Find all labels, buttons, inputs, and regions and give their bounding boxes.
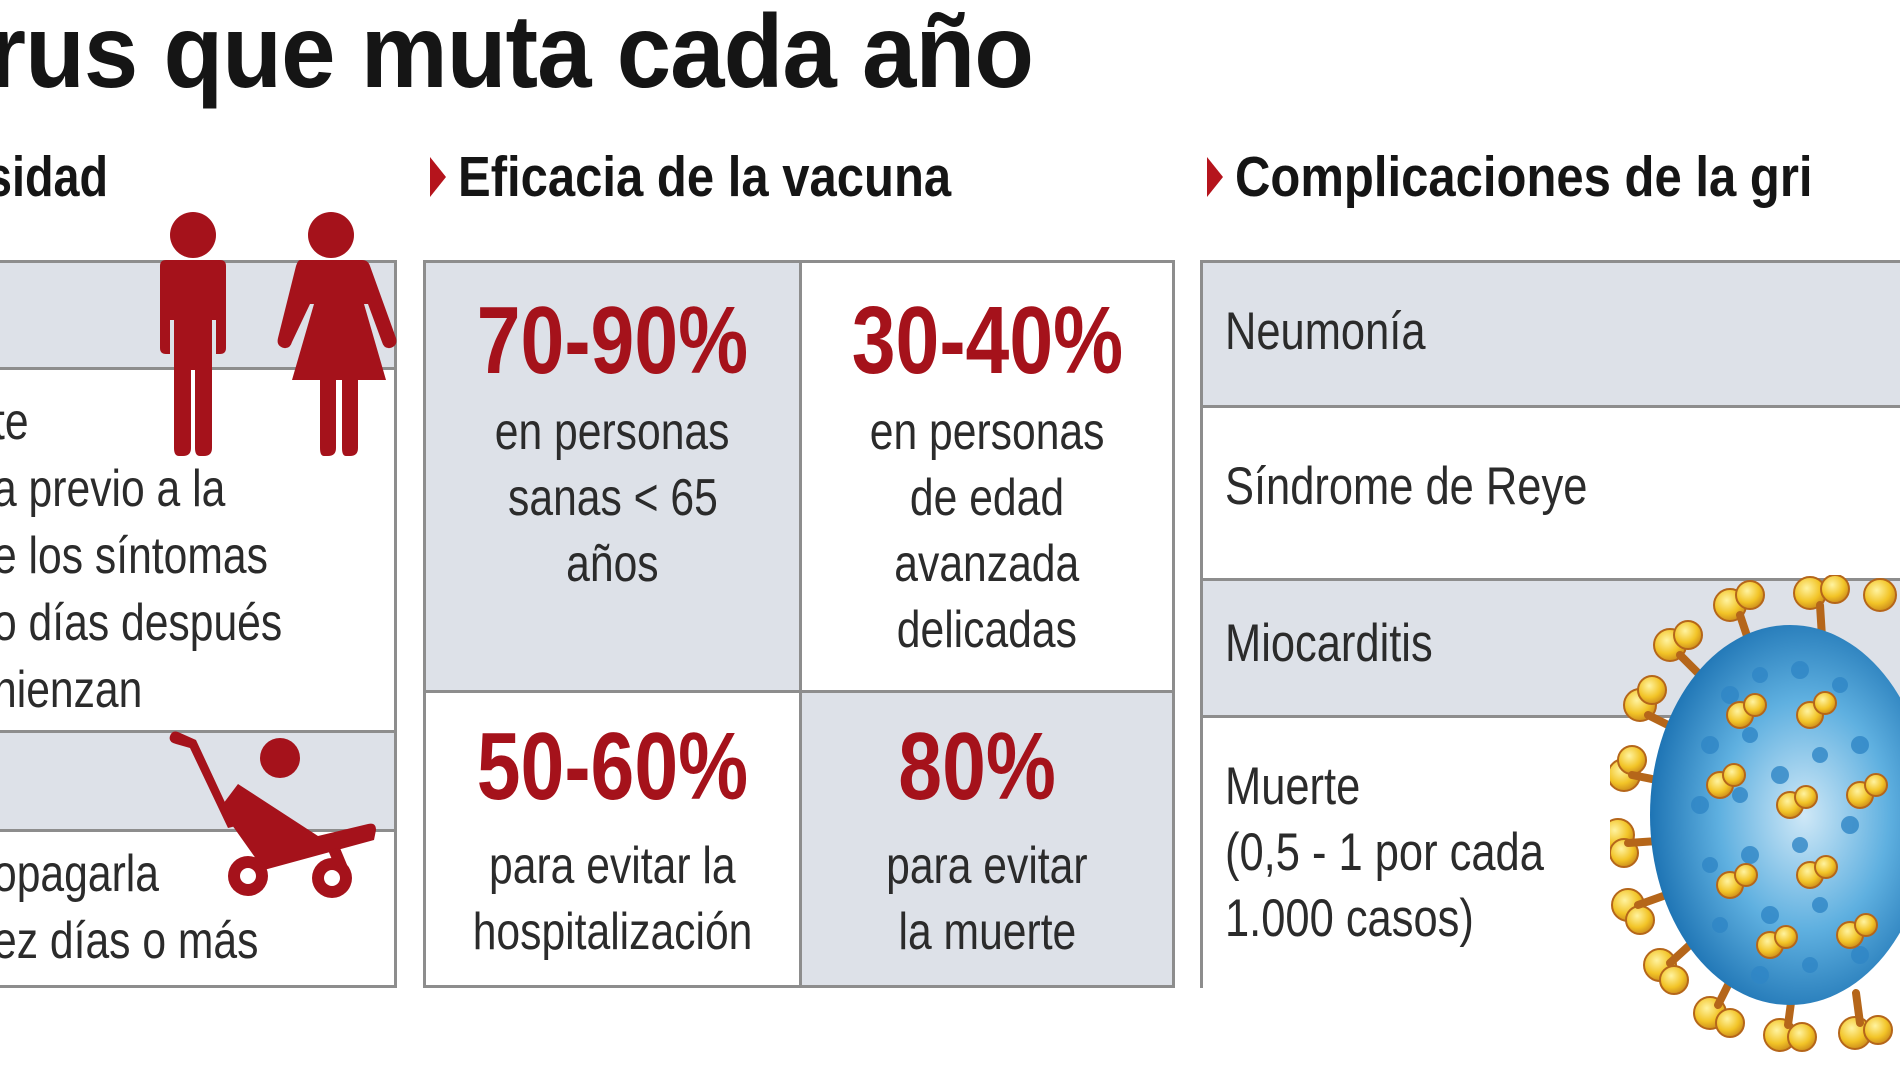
child-line: opagarla — [0, 845, 159, 903]
vaccine-cell: 50-60% para evitar la hospitalización — [426, 693, 799, 985]
bullet-triangle-icon — [430, 156, 446, 197]
people-icon — [160, 212, 397, 456]
vaccine-cell: 30-40% en personas de edad avanzada deli… — [802, 263, 1172, 690]
contagion-line: o días después — [0, 594, 283, 652]
vaccine-percent: 70-90% — [476, 287, 749, 394]
complication-sublabel: 1.000 casos) — [1225, 889, 1474, 948]
vaccine-desc-line: para evitar — [886, 837, 1088, 895]
page-title: rus que muta cada año — [0, 0, 1112, 104]
child-text: opagarla ez días o más — [0, 841, 317, 975]
woman-icon — [277, 212, 397, 456]
complication-sublabel: (0,5 - 1 por cada — [1225, 823, 1544, 882]
vaccine-desc-line: avanzada — [894, 535, 1080, 593]
section-heading-complications-text: Complicaciones de la gri — [1235, 145, 1813, 209]
vaccine-divider-h — [426, 690, 1172, 693]
vaccine-desc-line: sanas < 65 — [507, 469, 718, 527]
vaccine-desc-line: hospitalización — [472, 903, 753, 961]
page-title-text: rus que muta cada año — [0, 0, 1034, 110]
complication-label: Síndrome de Reye — [1225, 457, 1588, 516]
section-heading-complications: Complicaciones de la gri — [1207, 145, 1900, 209]
stroller-icon — [169, 731, 376, 898]
vaccine-desc-line: de edad — [909, 469, 1065, 527]
bullet-triangle-icon — [1207, 156, 1223, 197]
vaccine-desc-line: en personas — [869, 403, 1105, 461]
section-heading-vaccine: Eficacia de la vacuna — [430, 145, 1031, 209]
contagion-line: e los síntomas — [0, 527, 268, 585]
contagion-text: te a previo a la e los síntomas o días d… — [0, 389, 346, 724]
section-heading-left: sidad — [0, 145, 135, 209]
vaccine-desc-line: años — [566, 535, 659, 593]
vaccine-desc-line: delicadas — [896, 601, 1078, 659]
vaccine-box: 70-90% en personas sanas < 65 años 30-40… — [423, 260, 1175, 988]
complication-row: Neumonía — [1203, 263, 1900, 408]
vaccine-percent: 30-40% — [851, 287, 1123, 394]
vaccine-cell: 70-90% en personas sanas < 65 años — [426, 263, 799, 690]
vaccine-desc-line: en personas — [495, 403, 730, 461]
virus-icon — [1610, 575, 1900, 1052]
section-heading-vaccine-text: Eficacia de la vacuna — [458, 145, 952, 209]
complication-label: Neumonía — [1225, 302, 1426, 361]
vaccine-desc-line: la muerte — [898, 903, 1076, 961]
vaccine-cell: 80% para evitar la muerte — [802, 693, 1172, 985]
complication-label: Muerte — [1225, 757, 1361, 816]
contagion-line: te — [0, 393, 29, 451]
vaccine-percent: 80% — [898, 713, 1056, 820]
child-line: ez días o más — [0, 912, 259, 970]
man-icon — [160, 212, 226, 456]
complication-row: Síndrome de Reye — [1203, 408, 1900, 578]
vaccine-desc-line: para evitar la — [489, 837, 736, 895]
vaccine-percent: 50-60% — [476, 713, 749, 820]
complication-label: Miocarditis — [1225, 614, 1433, 673]
contagion-line: nienzan — [0, 661, 143, 719]
section-heading-left-text: sidad — [0, 145, 109, 209]
contagion-line: a previo a la — [0, 460, 226, 518]
vaccine-divider-v — [799, 263, 802, 985]
